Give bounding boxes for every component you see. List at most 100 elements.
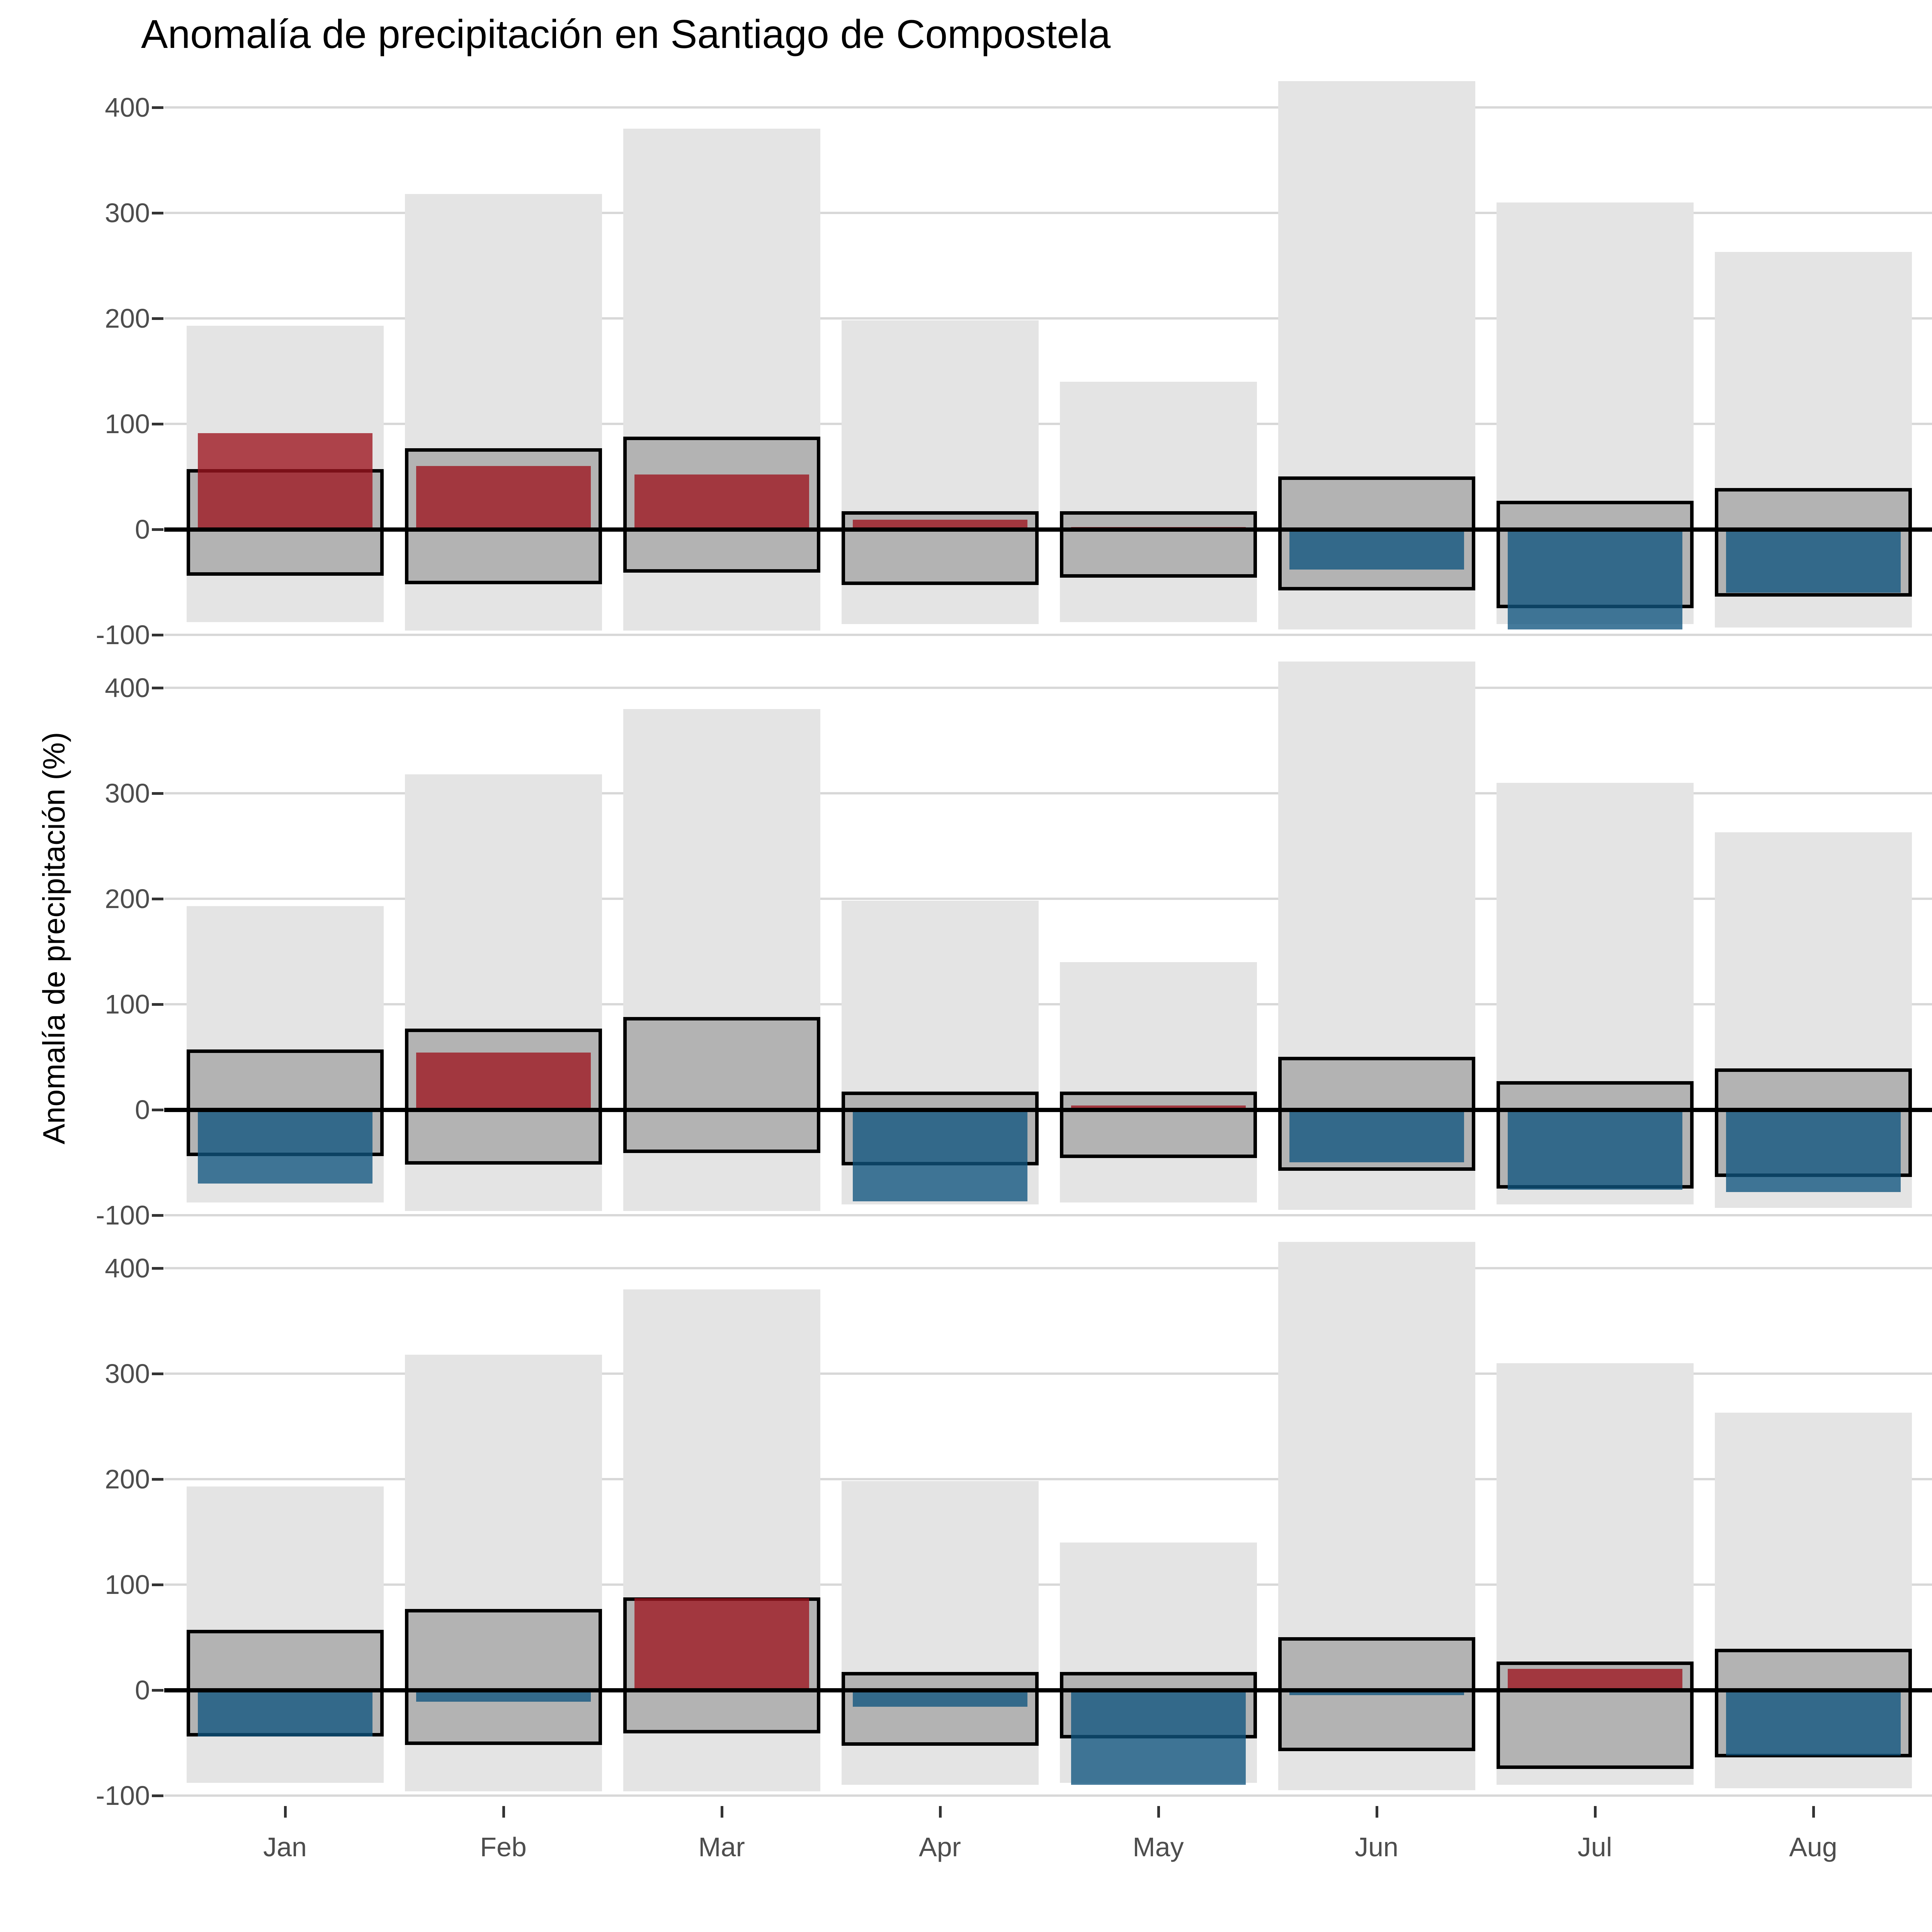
panel-2018 — [164, 1242, 1932, 1806]
y-tick-mark-0 — [152, 1108, 163, 1111]
x-tick-mark-Jun — [1375, 1806, 1378, 1818]
gridline-100 — [164, 1583, 1932, 1586]
x-axis-label-Aug: Aug — [1789, 1832, 1837, 1862]
gridline-400 — [164, 687, 1932, 689]
y-tick-mark-0 — [152, 1689, 163, 1692]
x-tick-mark-Jul — [1594, 1806, 1597, 1818]
x-tick-mark-Aug — [1812, 1806, 1815, 1818]
y-tick-label-400: 400 — [105, 1253, 150, 1284]
y-tick-label-400: 400 — [105, 673, 150, 703]
anomaly-bar-positive-Jul-2018 — [1507, 1669, 1682, 1690]
y-tick-mark--100 — [152, 1214, 163, 1217]
y-tick-mark-300 — [152, 792, 163, 795]
x-tick-mark-Apr — [939, 1806, 942, 1818]
y-tick-mark-300 — [152, 212, 163, 215]
y-tick-label-300: 300 — [105, 198, 150, 228]
anomaly-bar-negative-Jan-2018 — [197, 1690, 372, 1736]
y-tick-mark-0 — [152, 528, 163, 531]
y-tick-mark-100 — [152, 1583, 163, 1586]
y-tick-label-0: 0 — [135, 514, 150, 544]
y-tick-label-400: 400 — [105, 92, 150, 123]
y-tick-label-200: 200 — [105, 1464, 150, 1495]
y-tick-label-100: 100 — [105, 408, 150, 439]
x-tick-mark-Mar — [720, 1806, 723, 1818]
anomaly-bar-positive-May-2017 — [1071, 1105, 1246, 1110]
gridline-100 — [164, 1003, 1932, 1005]
anomaly-bar-negative-Aug-2017 — [1726, 1109, 1901, 1192]
record-range-bar-May — [1060, 962, 1257, 1202]
y-tick-mark-200 — [152, 1478, 163, 1481]
zero-line-2018 — [164, 1688, 1932, 1692]
y-tick-mark--100 — [152, 633, 163, 636]
anomaly-bar-positive-Feb-2017 — [416, 1053, 591, 1110]
record-range-bar-May — [1060, 381, 1257, 622]
anomaly-bar-positive-Mar-2016 — [634, 474, 809, 529]
anomaly-bar-positive-Jan-2016 — [197, 433, 372, 529]
gridline-200 — [164, 898, 1932, 900]
gridline-400 — [164, 106, 1932, 109]
x-axis-label-Feb: Feb — [480, 1832, 527, 1862]
gridline--100 — [164, 1794, 1932, 1797]
y-tick-label--100: -100 — [95, 1780, 150, 1811]
anomaly-bar-negative-Jul-2016 — [1507, 529, 1682, 630]
climatology-box-May — [1060, 1092, 1257, 1158]
anomaly-bar-negative-Aug-2018 — [1726, 1690, 1901, 1755]
chart-title: Anomalía de precipitación en Santiago de… — [141, 12, 1111, 57]
gridline-300 — [164, 1372, 1932, 1375]
y-tick-label-200: 200 — [105, 303, 150, 334]
x-tick-mark-Jan — [284, 1806, 287, 1818]
y-tick-label-300: 300 — [105, 778, 150, 809]
y-tick-label-300: 300 — [105, 1359, 150, 1389]
x-tick-mark-Feb — [502, 1806, 505, 1818]
y-tick-mark-200 — [152, 898, 163, 901]
panel-2016 — [164, 81, 1932, 645]
y-tick-label--100: -100 — [95, 619, 150, 650]
gridline-200 — [164, 317, 1932, 320]
y-tick-mark-400 — [152, 106, 163, 109]
anomaly-bar-positive-Feb-2016 — [416, 466, 591, 529]
y-tick-mark-300 — [152, 1372, 163, 1376]
anomaly-bar-negative-May-2018 — [1071, 1690, 1246, 1785]
climatology-box-Feb — [405, 1609, 602, 1745]
y-tick-mark-100 — [152, 1003, 163, 1006]
y-tick-label-100: 100 — [105, 1569, 150, 1600]
anomaly-bar-negative-Jun-2016 — [1289, 529, 1464, 570]
y-tick-mark-400 — [152, 1267, 163, 1270]
gridline--100 — [164, 633, 1932, 636]
x-tick-mark-May — [1157, 1806, 1160, 1818]
climatology-box-Mar — [623, 1017, 820, 1153]
y-tick-label-200: 200 — [105, 884, 150, 914]
x-axis-label-Jun: Jun — [1355, 1832, 1398, 1862]
y-tick-label-100: 100 — [105, 989, 150, 1019]
climatology-box-Apr — [841, 1672, 1039, 1746]
x-axis-label-Apr: Apr — [919, 1832, 961, 1862]
anomaly-bar-negative-Jun-2017 — [1289, 1109, 1464, 1163]
anomaly-bar-negative-Jan-2017 — [197, 1109, 372, 1184]
y-tick-label--100: -100 — [95, 1200, 150, 1230]
anomaly-bar-negative-Jul-2017 — [1507, 1109, 1682, 1190]
anomaly-bar-negative-Aug-2016 — [1726, 529, 1901, 593]
anomaly-bar-positive-Mar-2018 — [634, 1598, 809, 1690]
x-axis-label-Mar: Mar — [698, 1832, 745, 1862]
anomaly-bar-negative-Apr-2017 — [852, 1109, 1027, 1202]
x-axis-label-Jan: Jan — [263, 1832, 307, 1862]
anomaly-bar-negative-Apr-2018 — [852, 1690, 1027, 1707]
x-axis-label-Jul: Jul — [1577, 1832, 1612, 1862]
gridline--100 — [164, 1214, 1932, 1216]
y-tick-mark--100 — [152, 1794, 163, 1797]
zero-line-2016 — [164, 527, 1932, 532]
zero-line-2017 — [164, 1107, 1932, 1112]
x-axis-label-May: May — [1133, 1832, 1184, 1862]
y-tick-mark-100 — [152, 422, 163, 425]
y-tick-label-0: 0 — [135, 1094, 150, 1125]
gridline-200 — [164, 1478, 1932, 1481]
climatology-box-May — [1060, 511, 1257, 578]
gridline-100 — [164, 422, 1932, 425]
y-tick-mark-400 — [152, 687, 163, 690]
y-tick-label-0: 0 — [135, 1675, 150, 1705]
gridline-400 — [164, 1267, 1932, 1270]
panel-2017 — [164, 662, 1932, 1226]
y-tick-mark-200 — [152, 317, 163, 320]
gridline-300 — [164, 212, 1932, 214]
